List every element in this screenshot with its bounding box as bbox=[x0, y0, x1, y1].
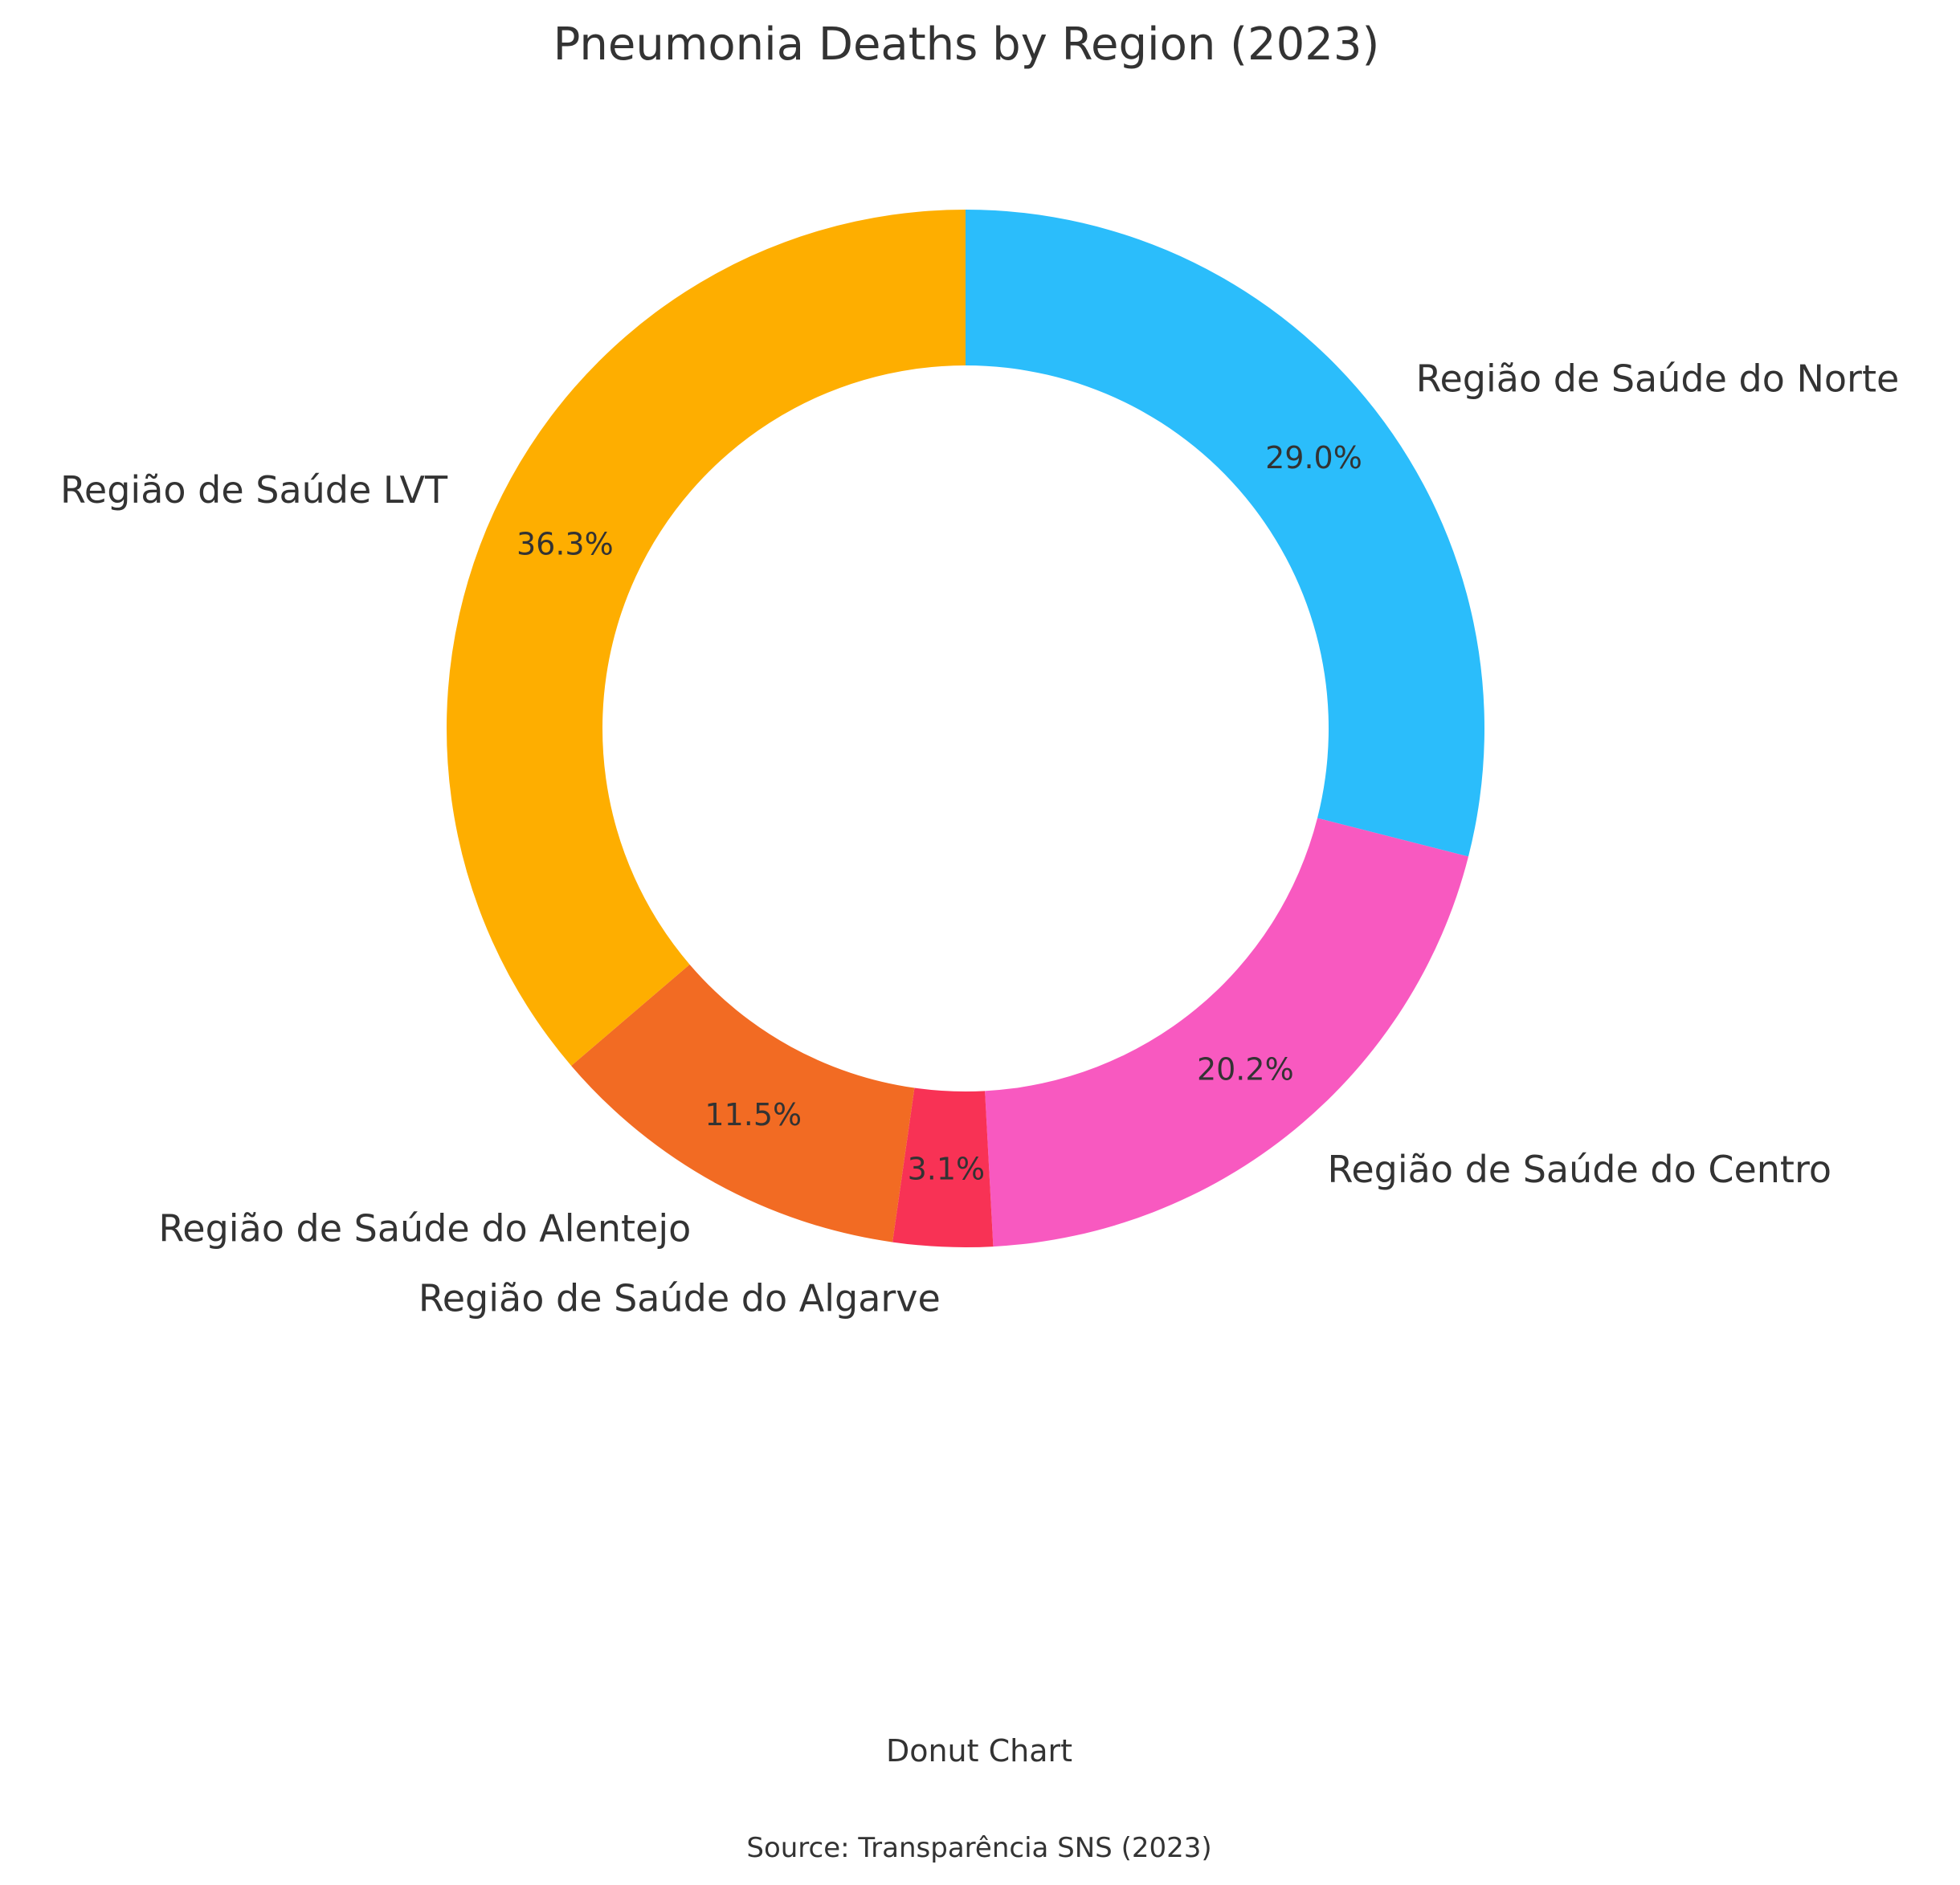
slice-label-regiao-de-saude-do-centro: Região de Saúde do Centro bbox=[1327, 1148, 1831, 1191]
pct-label-regiao-de-saude-do-algarve: 3.1% bbox=[908, 1151, 986, 1186]
pct-label-regiao-de-saude-lvt: 36.3% bbox=[517, 526, 614, 561]
slice-regiao-de-saude-do-norte bbox=[966, 210, 1484, 857]
percentage-labels: 29.0% 20.2% 3.1% 11.5% 36.3% bbox=[517, 440, 1362, 1186]
slice-regiao-de-saude-do-algarve bbox=[892, 1087, 994, 1248]
slice-regiao-de-saude-do-centro bbox=[985, 818, 1468, 1247]
slice-label-regiao-de-saude-do-algarve: Região de Saúde do Algarve bbox=[419, 1276, 941, 1320]
slice-regiao-de-saude-do-alentejo bbox=[571, 964, 915, 1242]
chart-source: Source: Transparência SNS (2023) bbox=[746, 1832, 1211, 1864]
pct-label-regiao-de-saude-do-alentejo: 11.5% bbox=[704, 1097, 802, 1132]
slice-label-regiao-de-saude-lvt: Região de Saúde LVT bbox=[60, 468, 448, 512]
chart-caption: Donut Chart bbox=[886, 1733, 1072, 1769]
slice-label-regiao-de-saude-do-alentejo: Região de Saúde do Alentejo bbox=[158, 1206, 691, 1250]
slice-label-regiao-de-saude-do-norte: Região de Saúde do Norte bbox=[1416, 357, 1900, 400]
pct-label-regiao-de-saude-do-centro: 20.2% bbox=[1197, 1051, 1294, 1087]
slice-regiao-de-saude-lvt bbox=[446, 210, 966, 1066]
pct-label-regiao-de-saude-do-norte: 29.0% bbox=[1265, 440, 1362, 475]
slice-labels: Região de Saúde do Norte Região de Saúde … bbox=[60, 357, 1899, 1320]
chart-title: Pneumonia Deaths by Region (2023) bbox=[553, 18, 1380, 71]
donut-slices bbox=[446, 210, 1484, 1248]
